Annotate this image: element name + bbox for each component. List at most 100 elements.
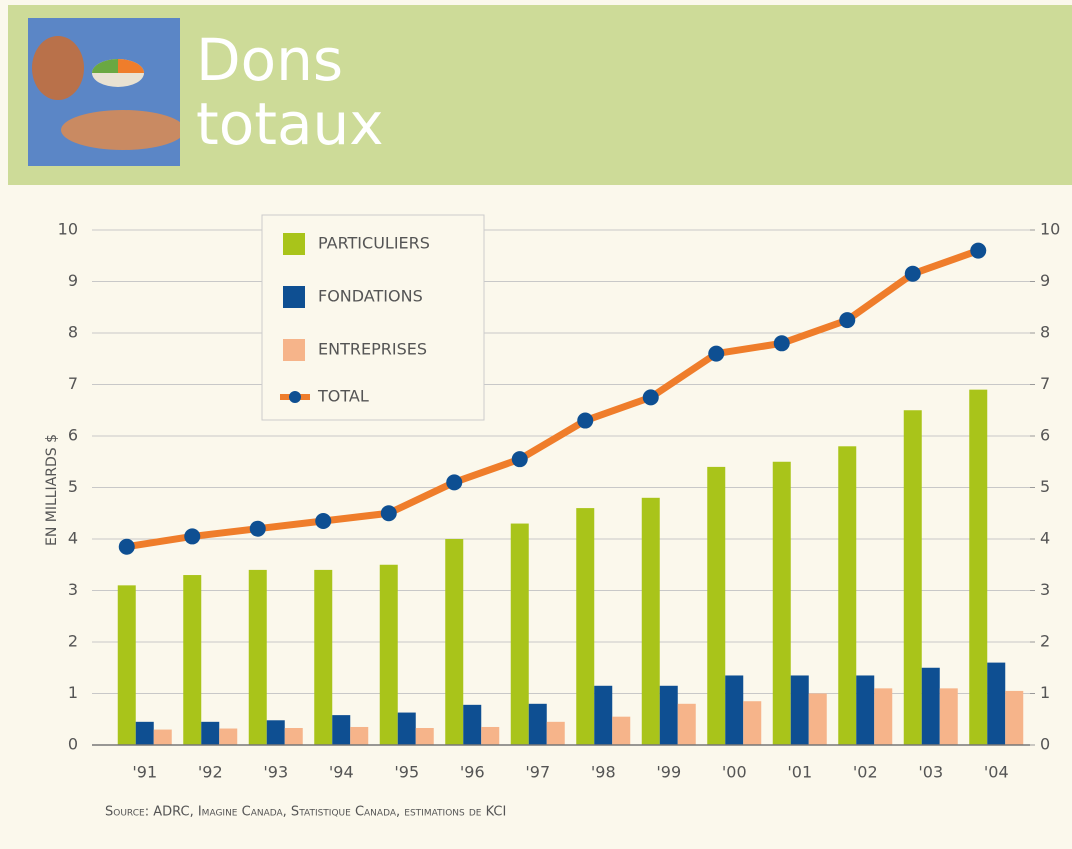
x-tick-label: '00 [722,763,747,782]
source-note: Source: ADRC, Imagine Canada, Statistiqu… [105,805,506,820]
legend-label: PARTICULIERS [318,234,430,253]
legend-swatch [289,391,301,403]
bar [118,585,136,745]
page: Dons totaux EN MILLIARDS $ Source: ADRC,… [0,0,1072,849]
x-tick-label: '91 [132,763,157,782]
bar [183,575,201,745]
y2-tick-label: 0 [1040,735,1050,754]
marker [184,528,200,544]
y-tick-label: 10 [58,220,78,239]
bar [856,675,874,745]
y-tick-label: 1 [68,683,78,702]
x-tick-label: '98 [591,763,616,782]
marker [512,451,528,467]
bar [987,663,1005,745]
y2-tick-label: 10 [1040,220,1060,239]
marker [774,335,790,351]
bar [136,722,154,745]
bar [922,668,940,745]
marker [446,474,462,490]
bar [969,390,987,745]
marker [708,346,724,362]
bar [201,722,219,745]
bar [594,686,612,745]
y-axis-label: EN MILLIARDS $ [44,434,60,546]
bar [809,694,827,746]
bar [314,570,332,745]
x-tick-label: '02 [853,763,878,782]
bar [642,498,660,745]
bar [1005,691,1023,745]
x-tick-label: '04 [984,763,1009,782]
y2-tick-label: 4 [1040,529,1050,548]
bar [529,704,547,745]
bar [660,686,678,745]
bar [791,675,809,745]
x-tick-label: '95 [394,763,419,782]
x-tick-label: '96 [460,763,485,782]
x-tick-label: '03 [918,763,943,782]
y2-tick-label: 6 [1040,426,1050,445]
y-tick-label: 9 [68,271,78,290]
bar [285,728,303,745]
y-tick-label: 6 [68,426,78,445]
bar [743,701,761,745]
legend-swatch [283,286,305,308]
legend-swatch [283,233,305,255]
bar [380,565,398,745]
y-tick-label: 8 [68,323,78,342]
legend-label: FONDATIONS [318,287,423,306]
bar [445,539,463,745]
bar [874,688,892,745]
bar [511,524,529,745]
marker [839,312,855,328]
y2-tick-label: 1 [1040,683,1050,702]
bar [332,715,350,745]
y-tick-label: 0 [68,735,78,754]
marker [577,413,593,429]
bar [773,462,791,745]
y-tick-label: 3 [68,580,78,599]
bar [612,717,630,745]
y2-tick-label: 2 [1040,632,1050,651]
x-tick-label: '97 [525,763,550,782]
bar [547,722,565,745]
bar [838,446,856,745]
bar [219,729,237,745]
y2-tick-label: 3 [1040,580,1050,599]
x-tick-label: '01 [787,763,812,782]
y2-tick-label: 5 [1040,477,1050,496]
legend-label: TOTAL [317,387,369,406]
bar [267,720,285,745]
marker [643,389,659,405]
marker [970,243,986,259]
marker [119,539,135,555]
bar [416,728,434,745]
y-tick-label: 4 [68,529,78,548]
bar [350,727,368,745]
marker [905,266,921,282]
y-tick-label: 2 [68,632,78,651]
bar [398,713,416,745]
bar [154,730,172,745]
marker [250,521,266,537]
x-tick-label: '99 [656,763,681,782]
bar [481,727,499,745]
x-tick-label: '92 [198,763,223,782]
bar [463,705,481,745]
bar [576,508,594,745]
marker [315,513,331,529]
y-tick-label: 5 [68,477,78,496]
bar [249,570,267,745]
y2-tick-label: 9 [1040,271,1050,290]
x-tick-label: '93 [263,763,288,782]
marker [381,505,397,521]
chart: EN MILLIARDS $ Source: ADRC, Imagine Can… [0,0,1072,849]
bar [940,688,958,745]
x-tick-label: '94 [329,763,354,782]
bar [904,410,922,745]
bar [707,467,725,745]
legend-swatch [283,339,305,361]
y-tick-label: 7 [68,374,78,393]
bar [678,704,696,745]
